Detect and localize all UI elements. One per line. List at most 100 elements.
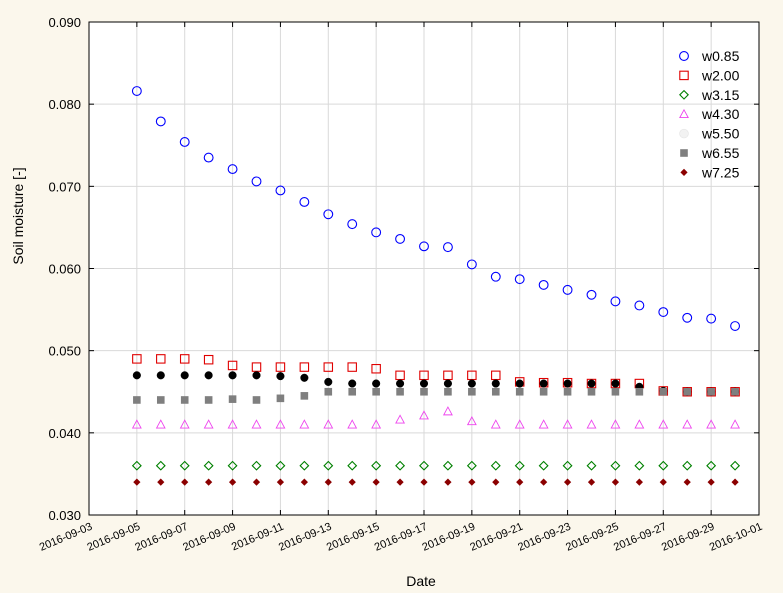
legend-label: w7.25 [701, 164, 740, 180]
data-point [179, 460, 190, 471]
data-point [396, 387, 404, 396]
data-point [442, 460, 453, 471]
data-point [611, 478, 620, 486]
data-point [610, 460, 621, 471]
data-point [587, 478, 596, 486]
data-point [347, 362, 357, 372]
data-point [587, 387, 596, 396]
data-series [131, 86, 741, 486]
data-point [396, 379, 405, 388]
data-point [706, 313, 717, 324]
data-point [157, 478, 165, 486]
data-point [275, 460, 286, 471]
data-point [538, 460, 549, 471]
data-point [635, 478, 643, 486]
x-tick-label: 2016-10-01 [708, 521, 764, 554]
data-point [467, 379, 476, 388]
data-point [730, 386, 740, 397]
y-axis-ticks: 0.030 0.040 0.050 0.060 0.070 0.080 0.090 [48, 15, 759, 523]
data-point [131, 419, 142, 429]
data-point [203, 152, 214, 163]
data-point [324, 478, 332, 486]
data-point [586, 419, 597, 429]
data-point [419, 379, 429, 388]
legend-marker [679, 89, 689, 100]
y-tick-label: 0.030 [48, 508, 81, 523]
data-point [562, 284, 573, 295]
data-point [730, 460, 741, 471]
data-point [420, 387, 428, 396]
y-tick-label: 0.090 [48, 15, 81, 30]
y-tick-label: 0.080 [48, 97, 81, 112]
data-point [203, 354, 214, 365]
x-tick-label: 2016-09-07 [133, 521, 189, 554]
data-point [539, 387, 548, 396]
y-tick-label: 0.040 [48, 426, 81, 441]
data-point [252, 371, 261, 380]
data-point [203, 460, 214, 471]
legend-item: w5.50 [679, 126, 740, 142]
data-point [323, 460, 334, 471]
data-point [323, 362, 334, 372]
y-tick-label: 0.050 [48, 344, 81, 359]
data-point [156, 371, 165, 380]
data-point [420, 478, 428, 486]
data-point [228, 478, 237, 486]
data-point [611, 379, 620, 388]
data-point [324, 377, 333, 386]
y-tick-label: 0.060 [48, 262, 81, 277]
data-point [371, 460, 382, 471]
x-tick-label: 2016-09-23 [516, 521, 572, 554]
data-point [372, 478, 380, 486]
data-point [251, 419, 262, 429]
legend-label: w2.00 [701, 67, 740, 83]
data-point [731, 387, 739, 396]
data-point [395, 233, 406, 244]
data-point [682, 419, 693, 429]
data-point [181, 478, 189, 486]
data-point [730, 321, 741, 331]
x-tick-label: 2016-09-13 [277, 521, 333, 554]
series-w6.55 [133, 387, 739, 404]
data-point [658, 307, 669, 317]
data-point [443, 379, 452, 388]
data-point [372, 379, 381, 388]
data-point [492, 478, 500, 486]
data-point [133, 478, 141, 486]
data-point [562, 419, 573, 429]
legend-item: w6.55 [680, 145, 740, 161]
data-point [371, 227, 382, 238]
legend-item: w2.00 [679, 67, 740, 83]
data-point [180, 371, 189, 380]
data-point [228, 395, 237, 403]
data-point [276, 478, 285, 486]
data-point [204, 396, 213, 404]
data-point [706, 386, 716, 397]
data-point [131, 86, 142, 96]
data-point [323, 419, 334, 429]
data-point [299, 362, 310, 372]
data-point [468, 478, 476, 486]
data-point [682, 386, 692, 397]
data-point [442, 242, 453, 253]
data-point [563, 387, 572, 396]
x-tick-label: 2016-09-25 [564, 521, 620, 554]
data-point [275, 185, 286, 196]
legend: w0.85 w2.00 w3.15 w4.30 w5.50 w6.55 w7.25 [679, 48, 740, 180]
data-point [682, 312, 693, 323]
data-point [515, 379, 524, 388]
legend-label: w4.30 [701, 106, 740, 122]
data-point [730, 419, 741, 429]
data-point [156, 354, 166, 364]
data-point [707, 478, 715, 486]
data-point [203, 419, 214, 429]
data-point [347, 419, 358, 429]
data-point [204, 371, 213, 380]
legend-marker [679, 108, 689, 119]
data-point [490, 419, 501, 429]
x-tick-label: 2016-09-17 [373, 521, 429, 554]
data-point [179, 137, 190, 147]
data-point [538, 419, 549, 429]
legend-label: w0.85 [701, 48, 740, 64]
